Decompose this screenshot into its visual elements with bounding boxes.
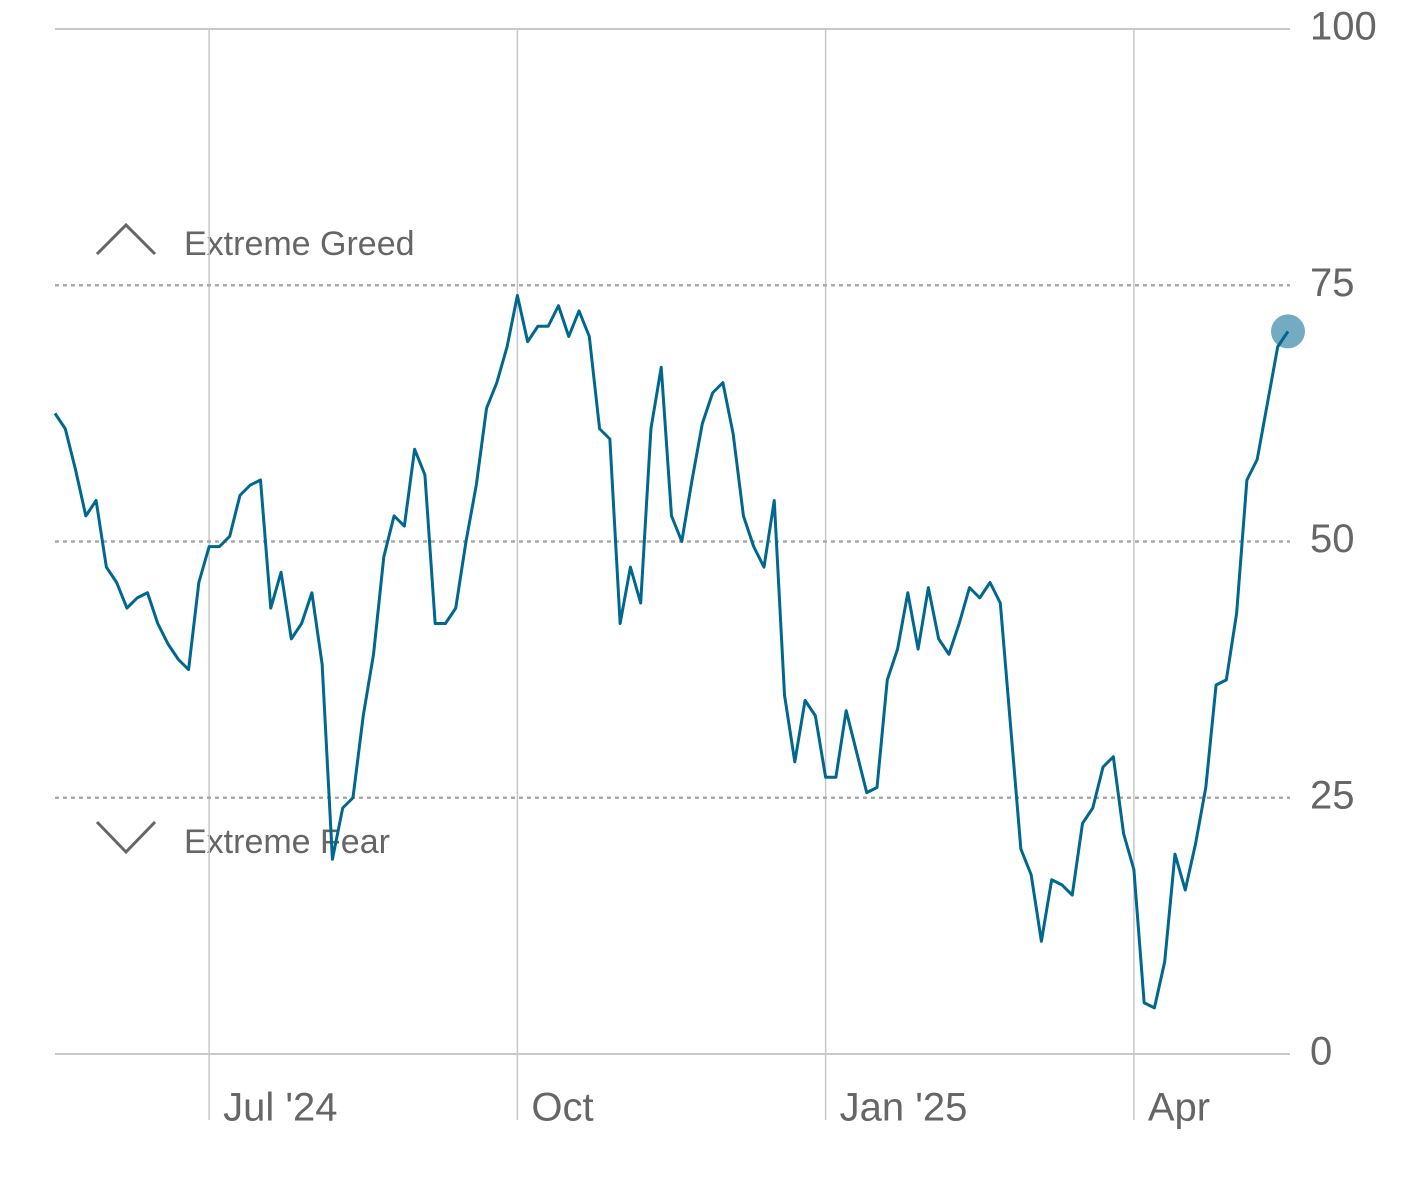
y-tick-label: 50 [1310, 517, 1355, 561]
annotation: Extreme Fear [184, 823, 390, 861]
x-tick-label: Jul '24 [223, 1086, 337, 1130]
x-tick-label: Apr [1148, 1086, 1210, 1130]
greed-chevron [95, 222, 157, 256]
x-tick-label: Jan '25 [840, 1086, 968, 1130]
annotation: Extreme Greed [184, 225, 415, 263]
fear-chevron [95, 820, 157, 855]
y-tick-label: 100 [1310, 5, 1377, 49]
y-tick-label: 25 [1310, 773, 1355, 817]
last-point [1271, 314, 1305, 349]
y-tick-label: 75 [1310, 261, 1355, 305]
y-tick-label: 0 [1310, 1030, 1332, 1074]
x-tick-label: Oct [531, 1086, 593, 1130]
data-line [53, 294, 1290, 1010]
